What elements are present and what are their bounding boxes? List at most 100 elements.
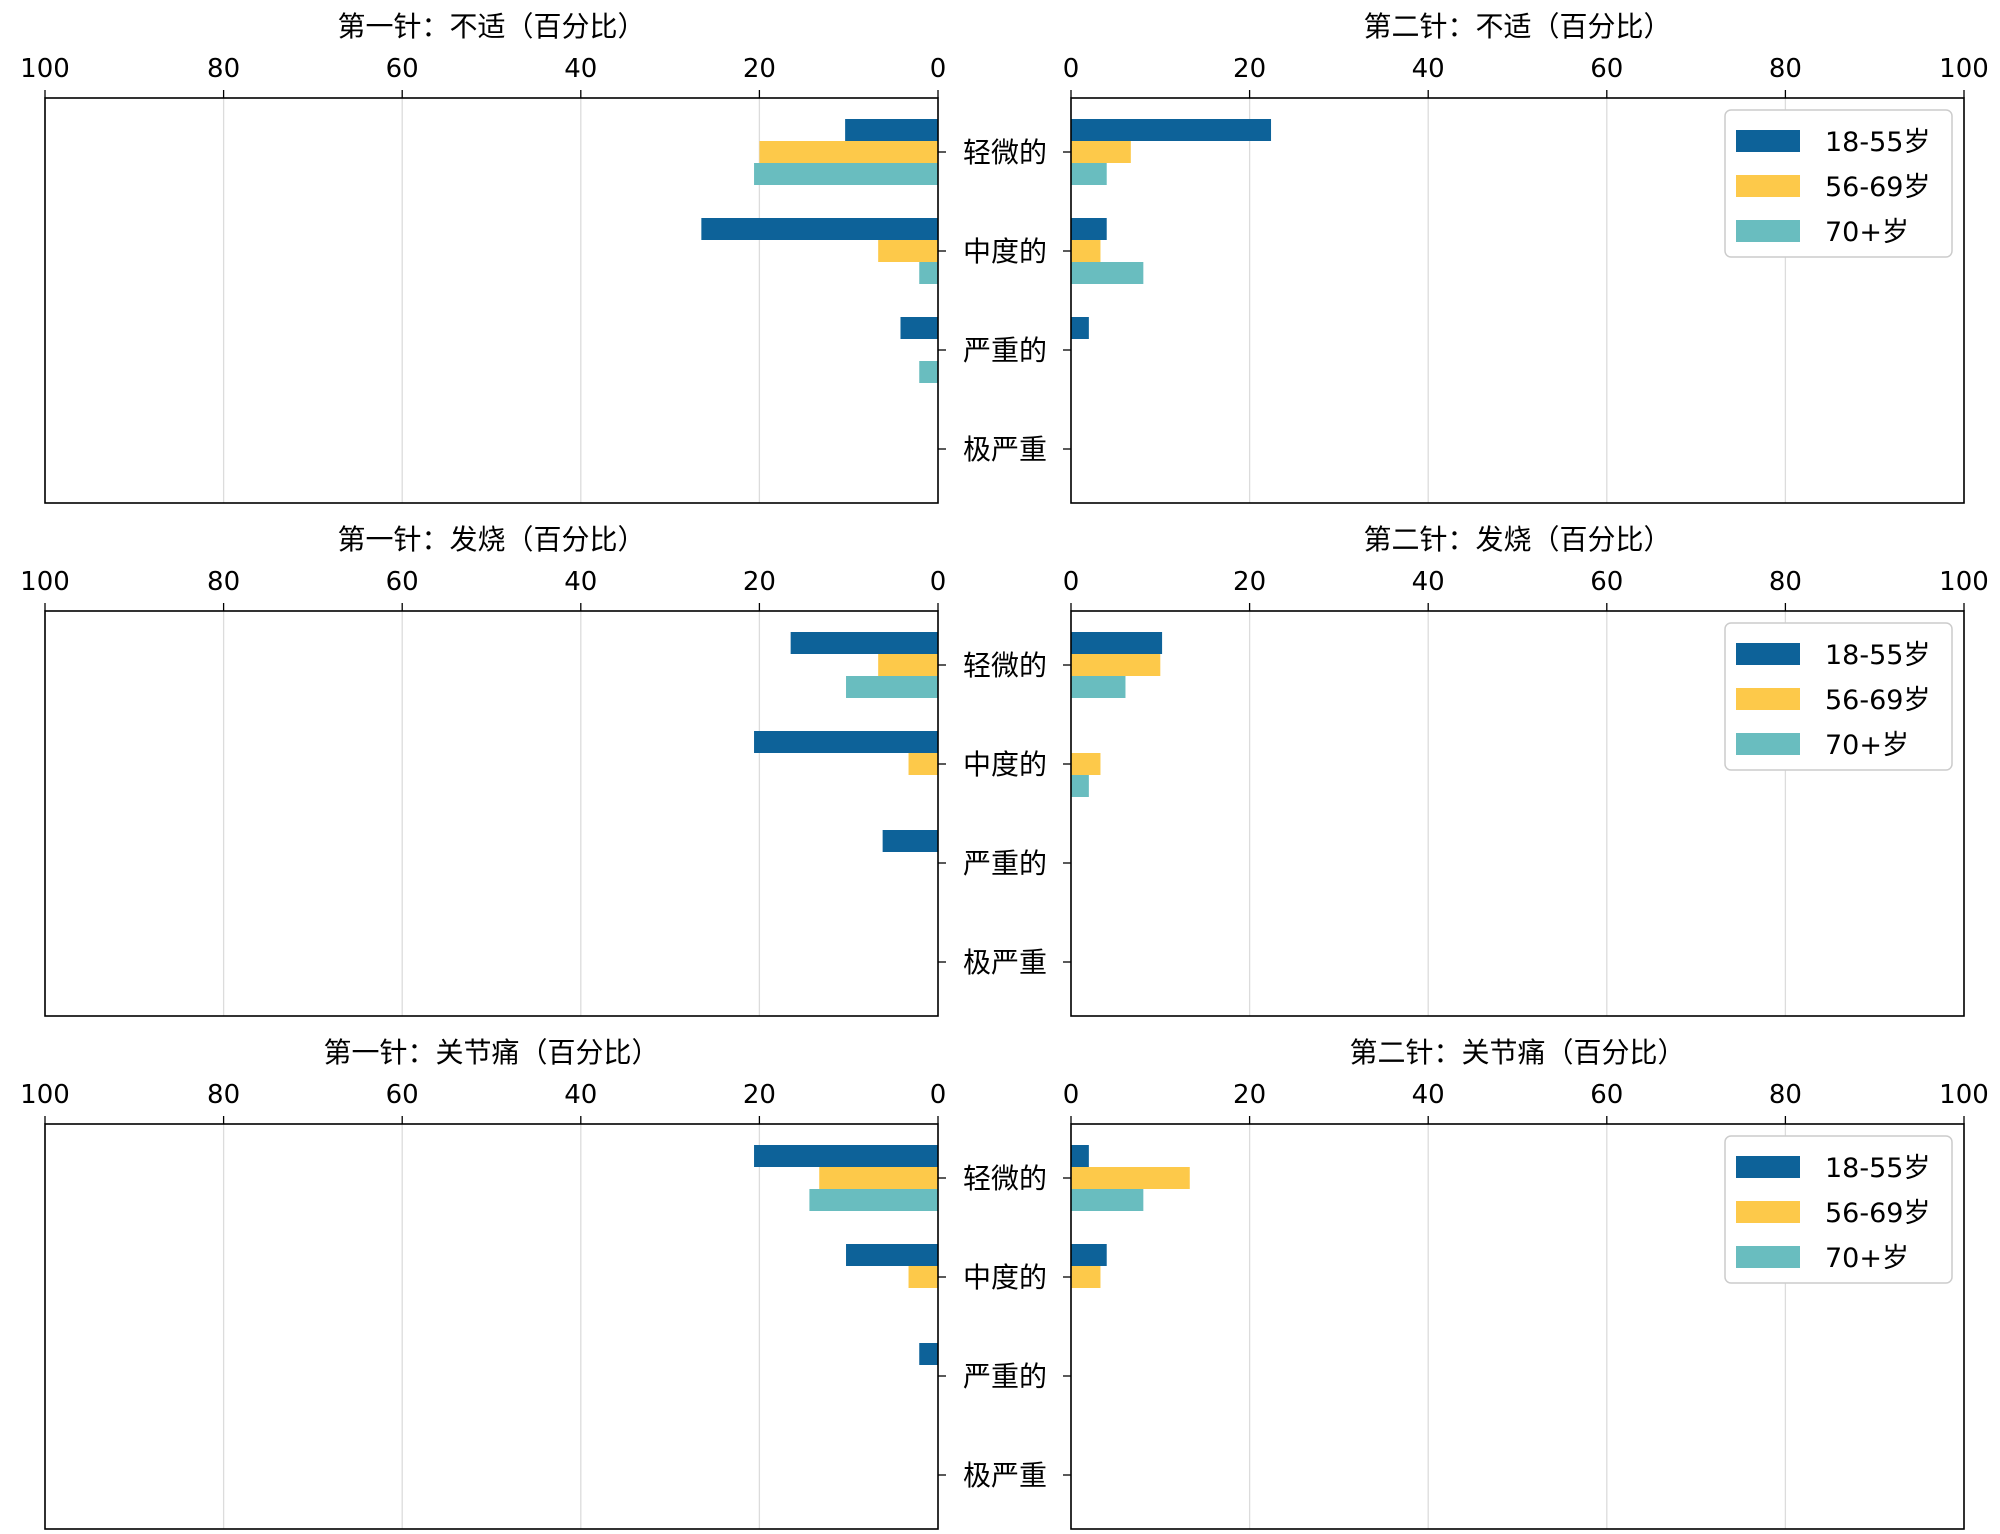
x-tick-label: 60	[386, 567, 419, 597]
category-label: 极严重	[963, 946, 1047, 979]
legend-swatch	[1736, 733, 1800, 755]
x-tick-label: 80	[207, 54, 240, 84]
bar-56-69岁-中度的	[1071, 1266, 1101, 1288]
x-tick-label: 20	[743, 54, 776, 84]
bar-56-69岁-中度的	[1071, 240, 1101, 262]
bar-70+岁-中度的	[919, 262, 938, 284]
bar-18-55岁-轻微的	[754, 1145, 938, 1167]
legend-label: 56-69岁	[1825, 685, 1930, 716]
bar-70+岁-轻微的	[754, 163, 938, 185]
legend-swatch	[1736, 130, 1800, 152]
x-tick-label: 0	[1063, 54, 1080, 84]
x-tick-label: 40	[1412, 567, 1445, 597]
panel-title: 第二针：不适（百分比）	[1363, 10, 1671, 43]
x-tick-label: 20	[743, 567, 776, 597]
legend-swatch	[1736, 688, 1800, 710]
bar-56-69岁-轻微的	[1071, 654, 1161, 676]
x-tick-label: 80	[1769, 1080, 1802, 1110]
legend-label: 18-55岁	[1825, 127, 1930, 158]
panel-6: 0 20 40 60 80 100 第二针：关节痛（百分比） 18-55岁 56-69岁 70+岁	[1063, 1036, 1989, 1530]
panel-frame	[44, 1123, 939, 1530]
x-tick-label: 0	[1063, 567, 1080, 597]
panel-title: 第一针：不适（百分比）	[337, 10, 645, 43]
legend-label: 18-55岁	[1825, 1153, 1930, 1184]
category-label: 中度的	[963, 748, 1047, 781]
category-label: 严重的	[963, 1360, 1047, 1393]
legend-swatch	[1736, 1201, 1800, 1223]
x-tick-label: 100	[1939, 567, 1989, 597]
panel-frame	[1070, 97, 1965, 504]
category-label: 轻微的	[963, 649, 1047, 682]
panel-title: 第一针：关节痛（百分比）	[323, 1036, 659, 1069]
bar-56-69岁-中度的	[1071, 753, 1101, 775]
legend-swatch	[1736, 1246, 1800, 1268]
x-tick-label: 60	[1590, 567, 1623, 597]
bar-18-55岁-中度的	[1071, 1244, 1107, 1266]
panel-2: 0 20 40 60 80 100 第二针：不适（百分比） 18-55岁 56-69岁 70+岁	[1063, 10, 1989, 504]
x-tick-label: 100	[1939, 1080, 1989, 1110]
bar-18-55岁-轻微的	[1071, 632, 1163, 654]
bar-70+岁-轻微的	[1071, 676, 1126, 698]
x-tick-label: 40	[1412, 54, 1445, 84]
bar-56-69岁-轻微的	[819, 1167, 938, 1189]
legend-label: 70+岁	[1825, 1243, 1909, 1274]
x-tick-label: 80	[1769, 54, 1802, 84]
x-tick-label: 100	[20, 1080, 70, 1110]
panel-title: 第二针：关节痛（百分比）	[1349, 1036, 1685, 1069]
x-tick-label: 0	[930, 567, 947, 597]
legend-swatch	[1736, 175, 1800, 197]
x-tick-label: 80	[1769, 567, 1802, 597]
bar-70+岁-中度的	[1071, 775, 1089, 797]
category-label: 极严重	[963, 433, 1047, 466]
bar-56-69岁-中度的	[908, 753, 938, 775]
panel-frame	[44, 97, 939, 504]
x-tick-label: 60	[386, 1080, 419, 1110]
legend-label: 56-69岁	[1825, 1198, 1930, 1229]
x-tick-label: 40	[564, 1080, 597, 1110]
bar-18-55岁-中度的	[754, 731, 938, 753]
panel-frame	[1070, 610, 1965, 1017]
bar-18-55岁-严重的	[1071, 317, 1089, 339]
bar-18-55岁-严重的	[882, 830, 938, 852]
category-label: 轻微的	[963, 1162, 1047, 1195]
bar-70+岁-轻微的	[1071, 1189, 1144, 1211]
category-label: 中度的	[963, 1261, 1047, 1294]
bar-56-69岁-中度的	[908, 1266, 938, 1288]
bar-18-55岁-严重的	[919, 1343, 938, 1365]
bar-56-69岁-轻微的	[1071, 141, 1131, 163]
legend-swatch	[1736, 1156, 1800, 1178]
bar-56-69岁-中度的	[878, 240, 938, 262]
x-tick-label: 60	[1590, 1080, 1623, 1110]
x-tick-label: 80	[207, 567, 240, 597]
bar-18-55岁-轻微的	[1071, 119, 1272, 141]
category-label: 轻微的	[963, 136, 1047, 169]
legend-label: 70+岁	[1825, 217, 1909, 248]
x-tick-label: 20	[1233, 567, 1266, 597]
category-label: 严重的	[963, 847, 1047, 880]
x-tick-label: 100	[20, 54, 70, 84]
x-tick-label: 40	[564, 54, 597, 84]
x-tick-label: 20	[1233, 54, 1266, 84]
x-tick-label: 80	[207, 1080, 240, 1110]
category-label: 严重的	[963, 334, 1047, 367]
category-label: 极严重	[963, 1459, 1047, 1492]
panel-4: 0 20 40 60 80 100 第二针：发烧（百分比） 18-55岁 56-69岁 70+岁	[1063, 523, 1989, 1017]
x-tick-label: 40	[564, 567, 597, 597]
legend-label: 56-69岁	[1825, 172, 1930, 203]
legend-swatch	[1736, 643, 1800, 665]
bar-56-69岁-轻微的	[1071, 1167, 1190, 1189]
x-tick-label: 0	[930, 54, 947, 84]
bar-70+岁-严重的	[919, 361, 938, 383]
bar-70+岁-轻微的	[809, 1189, 938, 1211]
x-tick-label: 60	[386, 54, 419, 84]
x-tick-label: 100	[1939, 54, 1989, 84]
x-tick-label: 0	[1063, 1080, 1080, 1110]
panel-title: 第一针：发烧（百分比）	[337, 523, 645, 556]
x-tick-label: 20	[743, 1080, 776, 1110]
category-label: 中度的	[963, 235, 1047, 268]
bar-70+岁-中度的	[1071, 262, 1144, 284]
x-tick-label: 60	[1590, 54, 1623, 84]
